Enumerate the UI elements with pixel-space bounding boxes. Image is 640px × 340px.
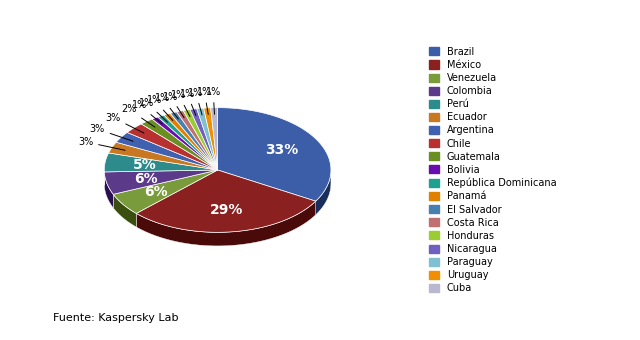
Polygon shape [113,194,136,227]
Text: 1%: 1% [205,87,221,114]
Polygon shape [164,113,218,170]
Text: 6%: 6% [145,185,168,199]
Polygon shape [109,142,218,170]
Polygon shape [196,108,218,170]
Polygon shape [211,108,218,170]
Polygon shape [204,108,218,170]
Text: 2%: 2% [121,104,155,127]
Text: 1%: 1% [197,87,212,115]
Polygon shape [183,109,218,170]
Polygon shape [190,109,218,170]
Text: 33%: 33% [265,143,298,157]
Polygon shape [316,171,331,215]
Text: 3%: 3% [78,137,125,150]
Text: 1%: 1% [155,93,179,119]
Polygon shape [141,119,218,170]
Polygon shape [136,170,316,232]
Text: Fuente: Kaspersky Lab: Fuente: Kaspersky Lab [53,313,179,323]
Polygon shape [158,115,218,170]
Text: 6%: 6% [134,172,157,186]
Text: 1%: 1% [180,89,196,116]
Polygon shape [104,170,218,194]
Polygon shape [127,124,218,170]
Text: 3%: 3% [106,113,144,133]
Text: 1%: 1% [132,100,163,124]
Text: 1%: 1% [139,98,168,122]
Polygon shape [104,153,218,172]
Polygon shape [152,117,218,170]
Polygon shape [113,170,218,214]
Text: 29%: 29% [210,203,243,217]
Polygon shape [218,108,331,201]
Text: 1%: 1% [147,95,173,120]
Polygon shape [136,201,316,246]
Text: 1%: 1% [172,90,190,117]
Text: 5%: 5% [132,158,156,172]
Polygon shape [116,133,218,170]
Text: 1%: 1% [188,88,204,115]
Text: 1%: 1% [163,91,184,118]
Polygon shape [170,112,218,170]
Text: 3%: 3% [90,124,133,141]
Legend: Brazil, México, Venezuela, Colombia, Perú, Ecuador, Argentina, Chile, Guatemala,: Brazil, México, Venezuela, Colombia, Per… [428,45,558,295]
Polygon shape [104,172,113,208]
Polygon shape [177,110,218,170]
